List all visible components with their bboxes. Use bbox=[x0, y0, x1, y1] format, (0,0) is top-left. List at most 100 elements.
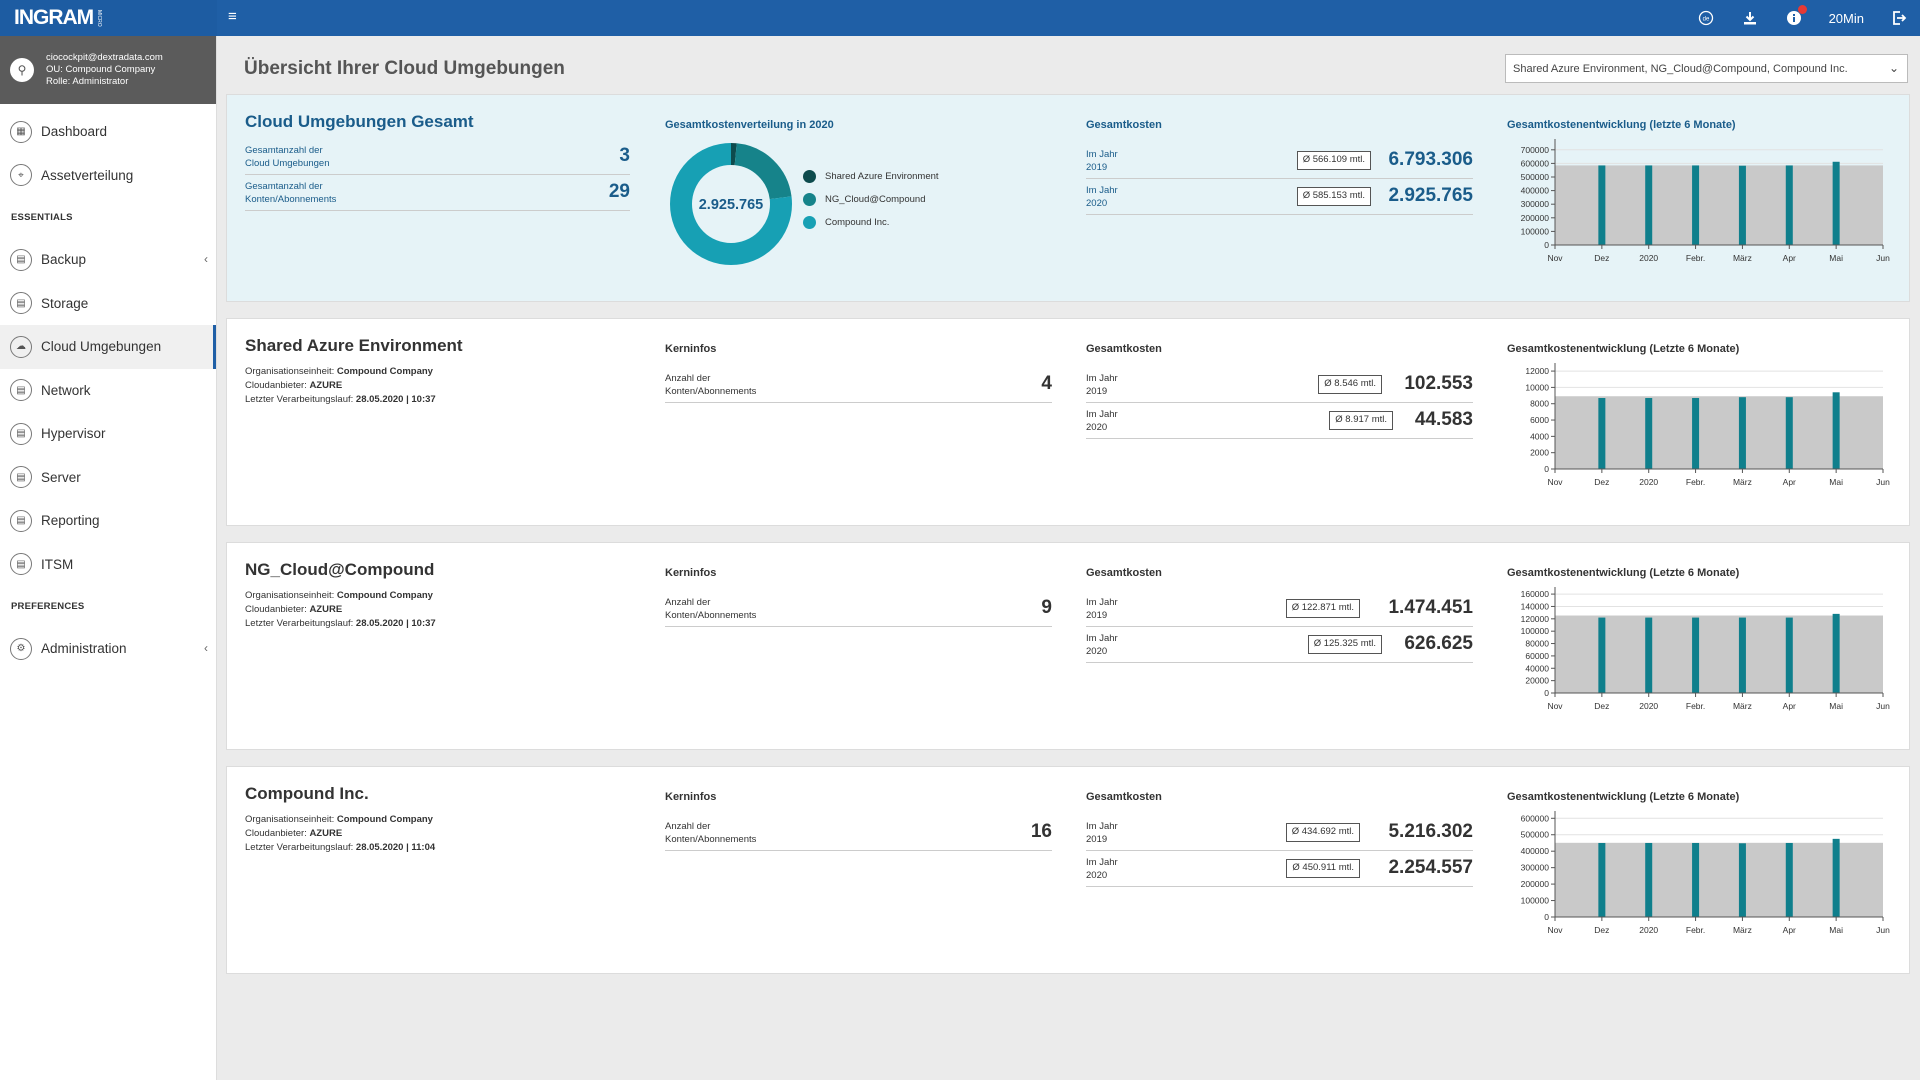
top-bar: INGRAM MICRO ≡ de 20Min bbox=[0, 0, 1920, 36]
cost-trend-chart: 0 100000 200000 300000 400000 500000 600000 700… bbox=[1521, 139, 1890, 263]
language-icon[interactable]: de bbox=[1697, 9, 1715, 27]
cost-value: 2.254.557 bbox=[1388, 857, 1473, 878]
bar-Apr[interactable] bbox=[1785, 165, 1793, 245]
x-tick-label: Dez bbox=[1594, 477, 1609, 487]
accounts-count-row: Anzahl der Konten/Abonnements 9 bbox=[665, 591, 1052, 627]
legend-item: NG_Cloud@Compound bbox=[803, 188, 939, 211]
sidebar-item-server[interactable]: ▤ Server bbox=[0, 456, 216, 500]
bar-Apr[interactable] bbox=[1785, 842, 1793, 917]
cost-row-2020: Im Jahr 2020 Ø 585.153 mtl. 2.925.765 bbox=[1086, 179, 1473, 215]
cost-label-year: 2019 bbox=[1086, 834, 1108, 845]
map-pin-icon: ⌖ bbox=[10, 164, 32, 187]
notification-icon[interactable] bbox=[1785, 5, 1807, 27]
cost-label-line1: Im Jahr bbox=[1086, 409, 1118, 420]
y-tick-label: 120000 bbox=[1521, 614, 1550, 624]
stat-value: 3 bbox=[619, 145, 630, 166]
y-tick-label: 2000 bbox=[1530, 448, 1549, 458]
bar-Apr[interactable] bbox=[1785, 617, 1793, 693]
bar-Dez[interactable] bbox=[1598, 617, 1606, 693]
sidebar-item-cloud-umgebungen[interactable]: ☁ Cloud Umgebungen bbox=[0, 325, 216, 369]
bar-2020[interactable] bbox=[1645, 617, 1653, 693]
bar-Mai[interactable] bbox=[1832, 613, 1840, 693]
cost-label-year: 2019 bbox=[1086, 386, 1108, 397]
sidebar-item-dashboard[interactable]: ▦ Dashboard bbox=[0, 110, 216, 154]
bar-Apr[interactable] bbox=[1785, 397, 1793, 469]
sidebar-item-storage[interactable]: ▤ Storage bbox=[0, 282, 216, 326]
stat-label-line1: Gesamtanzahl der bbox=[245, 181, 323, 192]
sidebar-item-itsm[interactable]: ▤ ITSM bbox=[0, 543, 216, 587]
chevron-down-icon: ⌄ bbox=[1888, 61, 1899, 75]
user-box: ⚲ ciocockpit@dextradata.com OU: Compound… bbox=[0, 36, 216, 104]
bar-Febr.[interactable] bbox=[1692, 842, 1700, 917]
network-icon: ▤ bbox=[10, 379, 32, 402]
download-icon[interactable] bbox=[1741, 9, 1759, 27]
bar-2020[interactable] bbox=[1645, 398, 1653, 469]
summary-title: Cloud Umgebungen Gesamt bbox=[245, 112, 474, 131]
meta-run-value: 28.05.2020 | 10:37 bbox=[355, 394, 436, 405]
bar-Dez[interactable] bbox=[1598, 842, 1606, 917]
sidebar-item-hypervisor[interactable]: ▤ Hypervisor bbox=[0, 412, 216, 456]
logo-sub: MICRO bbox=[96, 9, 103, 27]
environment-title: NG_Cloud@Compound bbox=[245, 560, 435, 579]
bar-Mai[interactable] bbox=[1832, 161, 1840, 245]
dashboard-icon: ▦ bbox=[10, 120, 32, 143]
bar-März[interactable] bbox=[1738, 843, 1746, 917]
x-tick-label: Jun bbox=[1876, 701, 1890, 711]
average-band bbox=[1555, 396, 1883, 469]
menu-toggle-icon[interactable]: ≡ bbox=[228, 8, 237, 25]
y-tick-label: 400000 bbox=[1521, 846, 1550, 856]
bar-März[interactable] bbox=[1738, 617, 1746, 693]
legend-dot bbox=[803, 170, 816, 183]
x-tick-label: März bbox=[1733, 925, 1752, 935]
cost-row-2019: Im Jahr 2019 Ø 434.692 mtl. 5.216.302 bbox=[1086, 815, 1473, 851]
y-tick-label: 300000 bbox=[1521, 863, 1550, 873]
sidebar-item-reporting[interactable]: ▤ Reporting bbox=[0, 499, 216, 543]
bar-Febr.[interactable] bbox=[1692, 165, 1700, 245]
donut-slice-3[interactable] bbox=[670, 143, 792, 265]
bar-2020[interactable] bbox=[1645, 165, 1653, 245]
bar-Dez[interactable] bbox=[1598, 165, 1606, 245]
y-tick-label: 0 bbox=[1544, 912, 1549, 922]
brand-logo[interactable]: INGRAM MICRO bbox=[0, 0, 217, 36]
costs-title: Gesamtkosten bbox=[1086, 567, 1162, 579]
environment-select[interactable]: Shared Azure Environment, NG_Cloud@Compo… bbox=[1505, 54, 1908, 83]
donut-legend: Shared Azure Environment NG_Cloud@Compou… bbox=[803, 165, 939, 234]
sidebar-item-assetverteilung[interactable]: ⌖ Assetverteilung bbox=[0, 154, 216, 198]
bar-Febr.[interactable] bbox=[1692, 617, 1700, 693]
donut-title: Gesamtkostenverteilung in 2020 bbox=[665, 119, 834, 131]
bar-März[interactable] bbox=[1738, 165, 1746, 245]
cost-value: 102.553 bbox=[1404, 373, 1473, 394]
cost-label-year: 2019 bbox=[1086, 162, 1108, 173]
chevron-left-icon: ‹ bbox=[204, 641, 208, 655]
bar-Mai[interactable] bbox=[1832, 392, 1840, 469]
bar-März[interactable] bbox=[1738, 397, 1746, 469]
sidebar-item-administration[interactable]: ⚙ Administration ‹ bbox=[0, 627, 216, 671]
bar-2020[interactable] bbox=[1645, 842, 1653, 917]
bar-Mai[interactable] bbox=[1832, 838, 1840, 917]
hypervisor-icon: ▤ bbox=[10, 422, 32, 445]
logout-icon[interactable] bbox=[1890, 9, 1908, 27]
sidebar-heading-essentials: ESSENTIALS bbox=[11, 212, 73, 223]
sidebar-item-network[interactable]: ▤ Network bbox=[0, 369, 216, 413]
cost-label-line1: Im Jahr bbox=[1086, 149, 1118, 160]
page-title: Übersicht Ihrer Cloud Umgebungen bbox=[244, 58, 565, 79]
sidebar-item-backup[interactable]: ▤ Backup ‹ bbox=[0, 238, 216, 282]
bar-Febr.[interactable] bbox=[1692, 398, 1700, 469]
y-tick-label: 200000 bbox=[1521, 213, 1550, 223]
y-tick-label: 12000 bbox=[1525, 366, 1549, 376]
x-tick-label: März bbox=[1733, 701, 1752, 711]
x-tick-label: Dez bbox=[1594, 925, 1609, 935]
accounts-count-value: 4 bbox=[1041, 373, 1052, 394]
stat-accounts: Gesamtanzahl der Konten/Abonnements 29 bbox=[245, 175, 630, 211]
avg-monthly-badge: Ø 585.153 mtl. bbox=[1296, 187, 1371, 206]
kern-label-line1: Anzahl der bbox=[665, 821, 711, 832]
x-tick-label: Febr. bbox=[1686, 477, 1705, 487]
meta-org-label: Organisationseinheit: bbox=[245, 814, 335, 825]
cost-label-year: 2020 bbox=[1086, 198, 1108, 209]
y-tick-label: 500000 bbox=[1521, 830, 1550, 840]
kern-label-line2: Konten/Abonnements bbox=[665, 386, 757, 397]
meta-org-value: Compound Company bbox=[336, 366, 433, 377]
avg-monthly-badge: Ø 125.325 mtl. bbox=[1307, 635, 1382, 654]
cost-value: 6.793.306 bbox=[1388, 149, 1473, 170]
bar-Dez[interactable] bbox=[1598, 398, 1606, 469]
